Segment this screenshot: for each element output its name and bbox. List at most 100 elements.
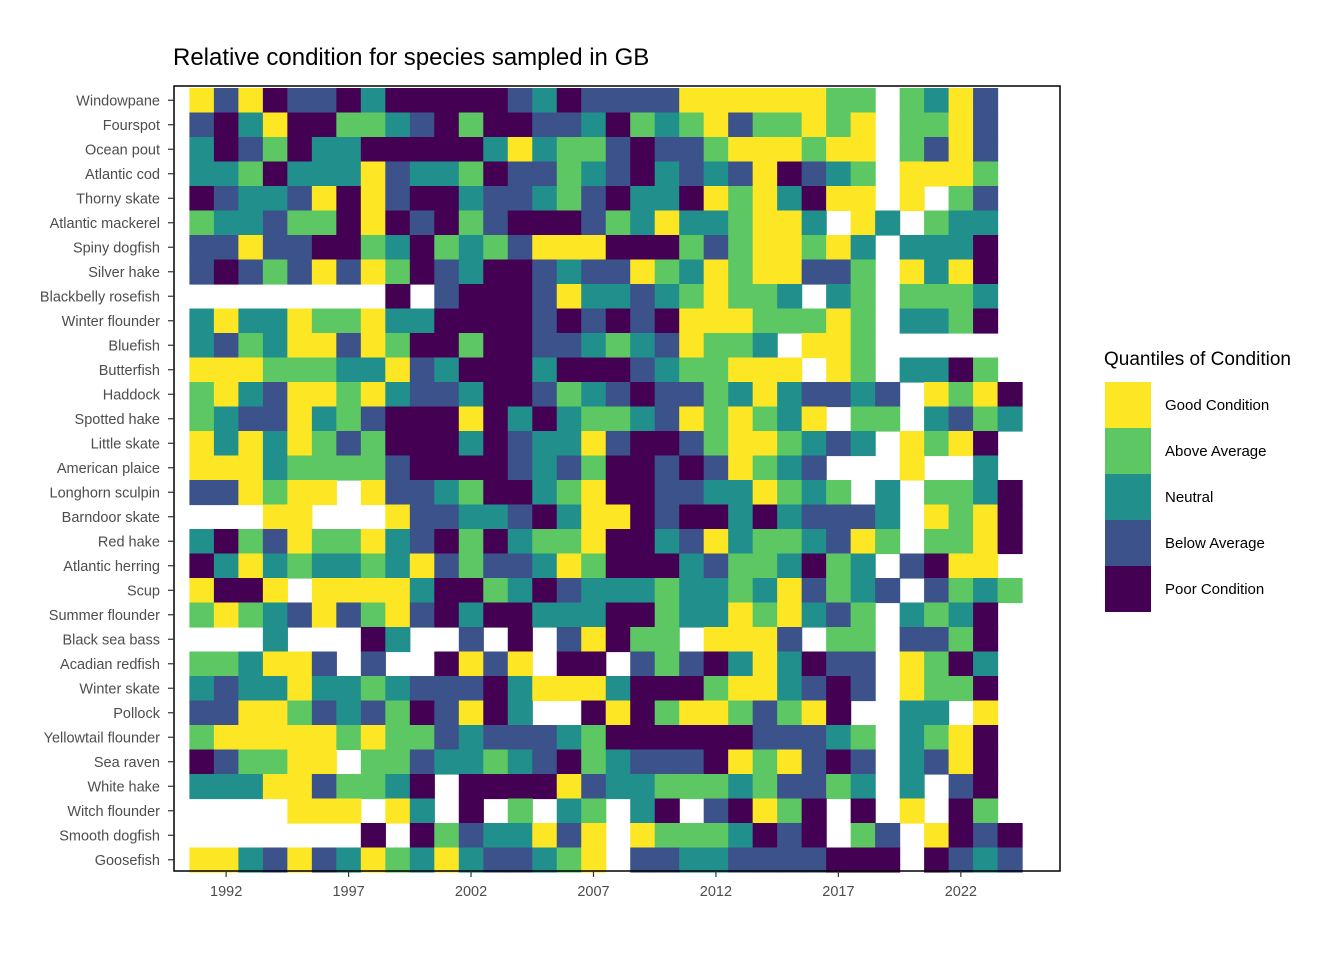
heatmap-cell: [826, 88, 852, 114]
heatmap-cell: [385, 186, 411, 212]
heatmap-cell: [850, 847, 876, 873]
heatmap-cell: [826, 382, 852, 408]
heatmap-cell: [360, 602, 386, 628]
heatmap-cell: [752, 676, 778, 702]
heatmap-cell: [581, 774, 607, 800]
heatmap-cell: [899, 88, 925, 114]
heatmap-cell: [630, 284, 656, 310]
heatmap-cell: [360, 529, 386, 555]
heatmap-cell: [458, 284, 484, 310]
x-tick-label: 2007: [577, 884, 609, 900]
heatmap-cell: [434, 259, 460, 285]
heatmap-cell: [458, 357, 484, 383]
heatmap-cell: [850, 553, 876, 579]
heatmap-cell: [360, 235, 386, 261]
heatmap-cell: [826, 529, 852, 555]
heatmap-cell: [654, 823, 680, 849]
heatmap-cell: [801, 137, 827, 163]
heatmap-cell: [801, 161, 827, 187]
heatmap-cell: [924, 112, 950, 138]
heatmap-cell: [605, 455, 631, 481]
heatmap-cell: [556, 627, 582, 653]
heatmap-cell: [262, 88, 288, 114]
heatmap-cell: [262, 259, 288, 285]
heatmap-cell: [850, 725, 876, 751]
heatmap-cell: [973, 161, 999, 187]
heatmap-cell: [973, 137, 999, 163]
heatmap-cell: [654, 357, 680, 383]
heatmap-cell: [973, 210, 999, 236]
heatmap-cell: [899, 308, 925, 334]
heatmap-cell: [213, 161, 239, 187]
heatmap-cell: [679, 259, 705, 285]
heatmap-cell: [238, 676, 264, 702]
heatmap-cell: [703, 602, 729, 628]
heatmap-cell: [850, 749, 876, 775]
heatmap-cell: [973, 259, 999, 285]
heatmap-cell: [385, 88, 411, 114]
heatmap-cell: [409, 382, 435, 408]
heatmap-cell: [973, 700, 999, 726]
heatmap-cell: [581, 480, 607, 506]
heatmap-cell: [801, 774, 827, 800]
heatmap-cell: [850, 431, 876, 457]
heatmap-cell: [924, 406, 950, 432]
heatmap-cell: [654, 88, 680, 114]
heatmap-cell: [654, 235, 680, 261]
heatmap-cell: [728, 504, 754, 530]
heatmap-cell: [777, 553, 803, 579]
heatmap-cell: [728, 700, 754, 726]
heatmap-cell: [189, 137, 215, 163]
heatmap-cell: [948, 847, 974, 873]
heatmap-cell: [605, 382, 631, 408]
heatmap-cell: [507, 504, 533, 530]
heatmap-cell: [238, 578, 264, 604]
heatmap-cell: [973, 529, 999, 555]
heatmap-cell: [654, 847, 680, 873]
heatmap-cell: [752, 431, 778, 457]
y-tick-label: Atlantic mackerel: [50, 216, 160, 232]
heatmap-cell: [189, 455, 215, 481]
heatmap-cell: [434, 553, 460, 579]
heatmap-cell: [287, 651, 313, 677]
heatmap-cell: [654, 112, 680, 138]
heatmap-cell: [703, 382, 729, 408]
heatmap-cell: [703, 210, 729, 236]
heatmap-cell: [262, 627, 288, 653]
heatmap-cell: [483, 284, 509, 310]
x-tick-label: 2002: [455, 884, 487, 900]
heatmap-cell: [360, 161, 386, 187]
heatmap-cell: [703, 161, 729, 187]
heatmap-cell: [360, 382, 386, 408]
heatmap-cell: [360, 210, 386, 236]
heatmap-cell: [287, 406, 313, 432]
heatmap-cell: [679, 700, 705, 726]
heatmap-cell: [189, 88, 215, 114]
heatmap-cell: [948, 749, 974, 775]
heatmap-cell: [287, 455, 313, 481]
heatmap-cell: [801, 88, 827, 114]
heatmap-cell: [924, 210, 950, 236]
legend-label: Poor Condition: [1165, 581, 1264, 598]
heatmap-cell: [532, 774, 558, 800]
heatmap-cell: [581, 210, 607, 236]
heatmap-cell: [581, 406, 607, 432]
heatmap-cell: [556, 112, 582, 138]
heatmap-cell: [973, 725, 999, 751]
heatmap-cell: [826, 504, 852, 530]
heatmap-cell: [385, 578, 411, 604]
heatmap-cell: [458, 774, 484, 800]
heatmap-cell: [581, 627, 607, 653]
heatmap-cell: [801, 382, 827, 408]
heatmap-cell: [360, 480, 386, 506]
heatmap-cell: [899, 798, 925, 824]
heatmap-cell: [311, 357, 337, 383]
heatmap-cell: [409, 602, 435, 628]
heatmap-cell: [630, 798, 656, 824]
heatmap-cell: [924, 847, 950, 873]
heatmap-cell: [213, 676, 239, 702]
heatmap-cell: [409, 235, 435, 261]
heatmap-cell: [336, 357, 362, 383]
heatmap-cell: [556, 725, 582, 751]
heatmap-cell: [605, 504, 631, 530]
